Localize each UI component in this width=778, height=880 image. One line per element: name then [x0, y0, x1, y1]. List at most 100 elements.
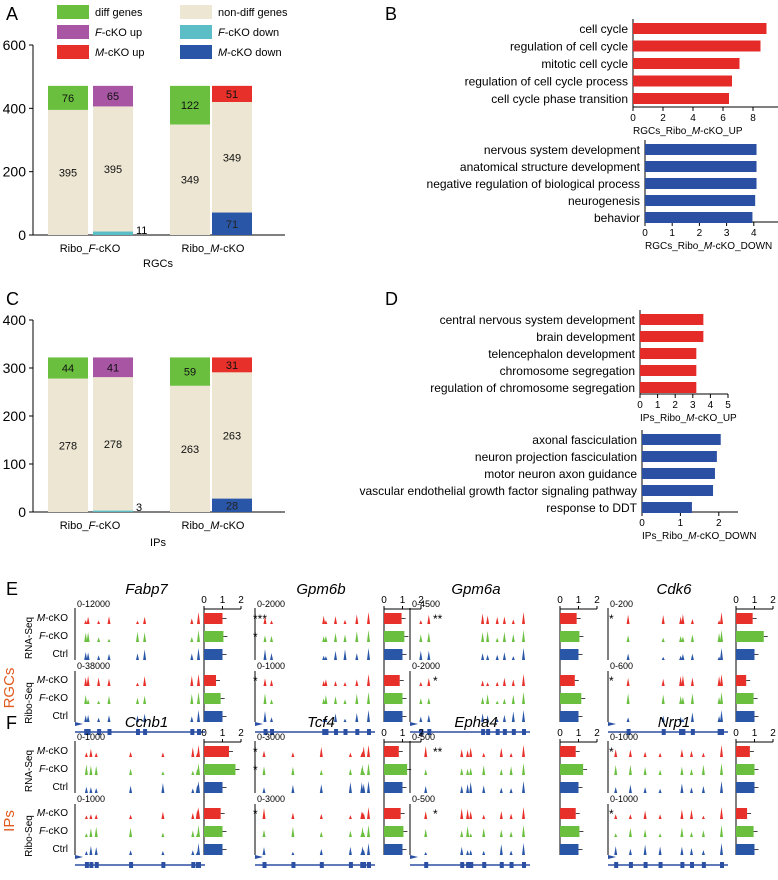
go-chart-title: RGCs_Ribo_M-cKO_UP [633, 126, 743, 137]
expression-bar [736, 631, 764, 642]
expression-bar [204, 613, 223, 624]
coverage-track [614, 807, 723, 819]
coverage-track [262, 745, 370, 757]
expression-bar [384, 649, 403, 660]
bar-segment-fup [93, 85, 133, 107]
coverage-track [626, 630, 723, 642]
bar-segment-mup [212, 85, 252, 102]
go-chart-title: IPs_Ribo_M-cKO_UP [640, 413, 737, 424]
expression-bar [736, 649, 755, 660]
exon [143, 729, 148, 735]
ribo-range: 0-38000 [77, 661, 110, 671]
data-label: 263 [181, 444, 199, 456]
go-chart-d-up: 0 1 2 3 4 5 central nervous system development… [430, 310, 737, 424]
bar-segment-mdown [212, 212, 252, 235]
data-label: 65 [107, 91, 119, 103]
bar-axis-label: 0 [381, 728, 387, 739]
data-label: 278 [59, 440, 77, 452]
go-bar [633, 58, 740, 69]
coverage-track [419, 648, 525, 660]
gene-name: Gpm6a [451, 581, 500, 598]
exon [291, 862, 296, 868]
expression-bar [560, 782, 579, 793]
go-bar [633, 23, 767, 34]
exon [334, 729, 339, 735]
exon [681, 729, 686, 735]
coverage-track [419, 692, 525, 704]
exon [367, 862, 371, 868]
bar-segment-nondiff [93, 106, 133, 232]
bar-segment-diff [48, 357, 88, 379]
bar-segment-mup [212, 357, 252, 373]
exon [86, 729, 91, 735]
rna-seq-label: RNA-Seq [24, 750, 35, 792]
exon [509, 862, 514, 868]
stacked-chart-a: 0 200 400 600 395 76 11 395 65 349 122 71 349 51 Ribo_… [3, 37, 285, 270]
data-label: 44 [62, 363, 74, 375]
condition-label: Ctrl [52, 844, 68, 855]
x-tick-label: 5 [725, 400, 731, 411]
coverage-track [614, 843, 723, 855]
group-label: Ribo_F-cKO [60, 243, 121, 255]
bar-axis-label: 0 [733, 595, 739, 606]
stacked-chart-c: 0 100 200 300 400 278 44 3 278 41 263 59 28 263 31 Ribo… [3, 312, 285, 549]
expression-bar [736, 844, 755, 855]
y-tick-label: 100 [3, 456, 27, 472]
coverage-track [262, 781, 370, 793]
x-tick-label: 0 [642, 228, 648, 239]
exon [270, 729, 275, 735]
significance-mark: * [609, 612, 614, 626]
x-tick-label: 2 [716, 518, 722, 529]
exon [720, 729, 724, 735]
bar-axis-label: 2 [238, 728, 244, 739]
exon [348, 862, 353, 868]
rna-range: 0-500 [412, 732, 435, 742]
expression-bar [736, 782, 755, 793]
go-term-label: nervous system development [484, 143, 641, 157]
x-axis-label: RGCs [143, 258, 173, 270]
go-term-label: regulation of chromosome segregation [430, 381, 635, 395]
exon [322, 729, 327, 735]
legend-label-mdown: M-cKO down [218, 47, 282, 59]
ribo-range: 0-2000 [412, 661, 440, 671]
significance-mark: * [609, 807, 614, 821]
go-bar [642, 451, 717, 462]
rna-range: 0-2000 [257, 599, 285, 609]
go-term-label: regulation of cell cycle process [465, 75, 628, 89]
exon [161, 862, 166, 868]
ribo-range: 0-500 [412, 794, 435, 804]
go-bar [640, 331, 704, 342]
coverage-track [84, 781, 200, 793]
go-term-label: neurogenesis [568, 194, 640, 208]
coverage-track [424, 781, 525, 793]
strand-arrow [608, 722, 616, 726]
x-axis-label: IPs [150, 537, 166, 549]
expression-bar [384, 764, 408, 775]
strand-arrow [410, 855, 418, 859]
coverage-track [626, 692, 723, 704]
expression-bar [384, 631, 405, 642]
bar-axis-label: 0 [381, 595, 387, 606]
condition-label: Ctrl [52, 711, 68, 722]
coverage-track [84, 745, 200, 757]
coverage-track [263, 630, 370, 642]
expression-bar [560, 826, 580, 837]
exon [355, 729, 360, 735]
expression-bar [736, 764, 755, 775]
go-term-label: anatomical structure development [460, 160, 641, 174]
y-tick-label: 0 [18, 227, 26, 243]
x-tick-label: 0 [630, 113, 636, 124]
condition-label: Ctrl [52, 782, 68, 793]
data-label: 3 [136, 502, 142, 514]
x-tick-label: 1 [655, 400, 661, 411]
expression-bar [560, 675, 575, 686]
legend-label-mup: M-cKO up [95, 47, 145, 59]
legend-swatch-fup [57, 25, 89, 39]
coverage-track [263, 674, 370, 686]
y-tick-label: 600 [3, 37, 27, 53]
bar-segment-nondiff [170, 124, 210, 235]
x-tick-label: 2 [672, 400, 678, 411]
gene-name: Gpm6b [296, 581, 345, 598]
